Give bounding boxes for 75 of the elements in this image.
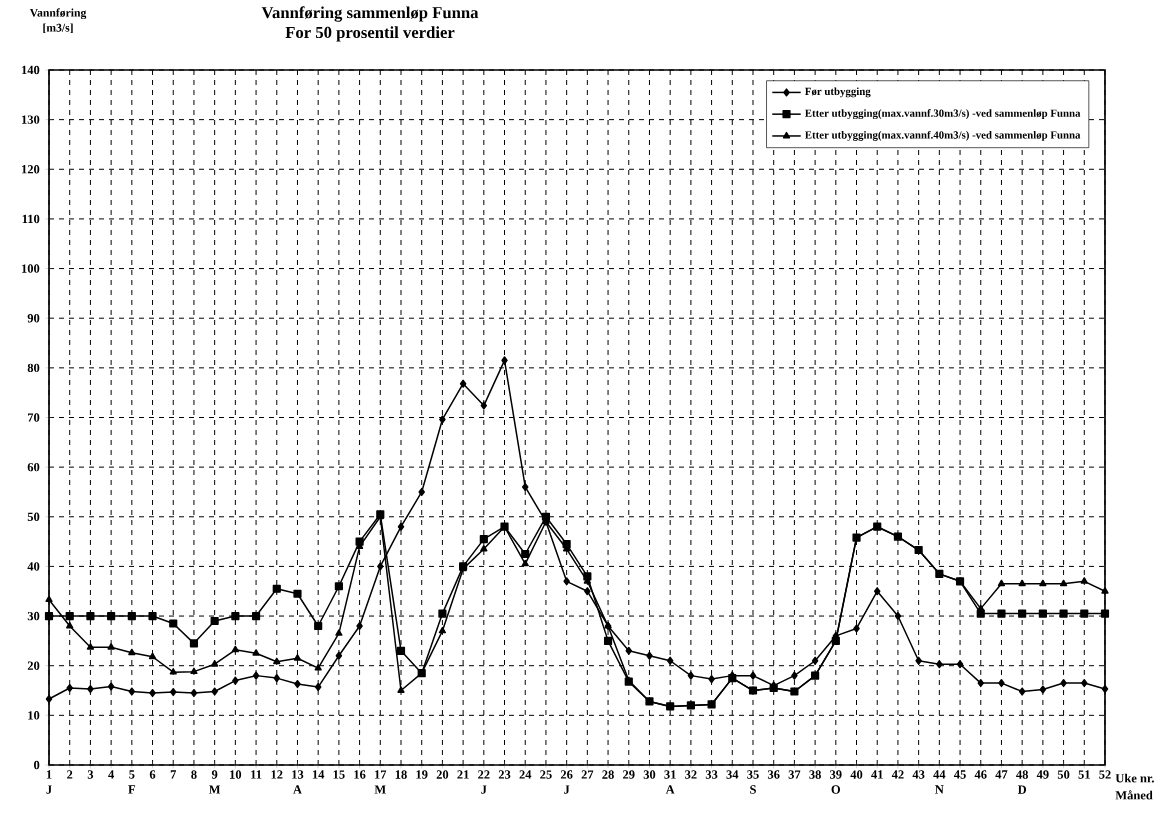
x-tick-label: 36 (767, 770, 780, 779)
x-tick-label: 44 N (933, 770, 946, 794)
legend-label: Etter utbygging(max.vannf.30m3/s) -ved sammenløp Funna (805, 109, 1081, 120)
x-tick-label: 26 J (560, 770, 573, 794)
y-tick-label: 20 (27, 661, 40, 670)
y-tick-label: 70 (27, 413, 40, 422)
x-tick-label: 31 A (664, 770, 676, 794)
x-tick-label: 35 S (747, 770, 759, 794)
x-tick-label: 12 (271, 770, 283, 779)
x-tick-label: 8 (191, 770, 197, 779)
x-tick-label: 27 (581, 770, 594, 779)
x-tick-label: 49 (1036, 770, 1049, 779)
y-tick-label: 80 (27, 363, 40, 373)
x-tick-label: 13 A (292, 770, 304, 794)
x-tick-label: 24 (519, 770, 532, 779)
x-tick-label: 34 (726, 770, 739, 779)
x-tick-label: 5 F (128, 770, 136, 794)
x-tick-label: 42 (891, 770, 904, 779)
x-tick-label: 41 (871, 770, 883, 779)
y-tick-label: 100 (22, 264, 40, 273)
y-tick-label: 50 (27, 512, 40, 521)
x-tick-label: 40 (850, 770, 863, 779)
x-tick-label: 33 (705, 770, 718, 779)
y-tick-label: 140 (22, 65, 40, 75)
x-tick-label: 23 (498, 770, 511, 779)
chart-subtitle: For 50 prosentil verdier (285, 26, 455, 42)
y-tick-label: 130 (22, 115, 40, 124)
x-tick-label: 2 (67, 770, 73, 779)
y-tick-label: 0 (34, 760, 40, 770)
y-tick-label: 110 (22, 214, 40, 224)
y-tick-label: 120 (22, 165, 40, 174)
x-tick-label: 15 (333, 770, 345, 779)
legend-label: Etter utbygging(max.vannf.40m3/s) -ved sammenløp Funna (805, 130, 1081, 141)
x-tick-label: 11 (251, 770, 262, 779)
x-tick-label: 21 (457, 770, 469, 779)
y-tick-label: 10 (28, 711, 40, 720)
legend-label: Før utbygging (805, 87, 871, 98)
x-tick-label: 10 (230, 770, 242, 779)
text: Måned (1115, 790, 1153, 800)
y-tick-label: 90 (27, 313, 40, 323)
x-tick-label: 22 J (478, 770, 490, 794)
x-tick-label: 46 (974, 770, 987, 779)
chart-title: Vannføring sammenløp Funna (261, 6, 479, 22)
x-tick-label: 50 (1057, 770, 1070, 779)
x-tick-label: 37 (788, 770, 801, 779)
x-tick-label: 9 M (208, 770, 221, 794)
x-tick-label: 16 (354, 770, 366, 779)
x-tick-label: 47 (995, 770, 1008, 779)
x-tick-label: 29 (623, 770, 635, 779)
x-tick-label: 18 (395, 770, 407, 779)
y-tick-label: 30 (27, 611, 40, 621)
x-tick-label: 7 (170, 770, 177, 779)
x-tick-label: 52 (1099, 770, 1111, 779)
x-tick-label: 6 (149, 770, 156, 779)
x-tick-label: 38 (809, 770, 821, 779)
x-tick-label: 43 (912, 770, 925, 779)
x-tick-label: 19 (416, 770, 428, 779)
y-axis-title: Vannføring [m3/s] (29, 8, 87, 34)
x-tick-label: 1 J (46, 770, 52, 794)
y-tick-label: 40 (27, 562, 40, 571)
x-tick-label: 14 (312, 770, 325, 779)
x-tick-label: 4 (108, 770, 115, 779)
x-tick-label: 51 (1078, 770, 1090, 779)
x-tick-label: 39 O (830, 770, 842, 794)
y-tick-label: 60 (27, 462, 40, 472)
x-tick-label: 17 M (374, 770, 387, 794)
x-tick-label: 45 (953, 770, 966, 779)
x-tick-label: 28 (602, 770, 614, 779)
x-tick-label: 25 (540, 770, 552, 779)
x-tick-label: 3 (87, 770, 94, 779)
x-tick-label: 30 (643, 770, 656, 779)
x-tick-label: 20 (436, 770, 449, 779)
x-tick-label: 32 (685, 770, 697, 779)
x-axis-title: Uke nr. (1115, 773, 1154, 783)
x-tick-label: 48 D (1016, 770, 1028, 794)
